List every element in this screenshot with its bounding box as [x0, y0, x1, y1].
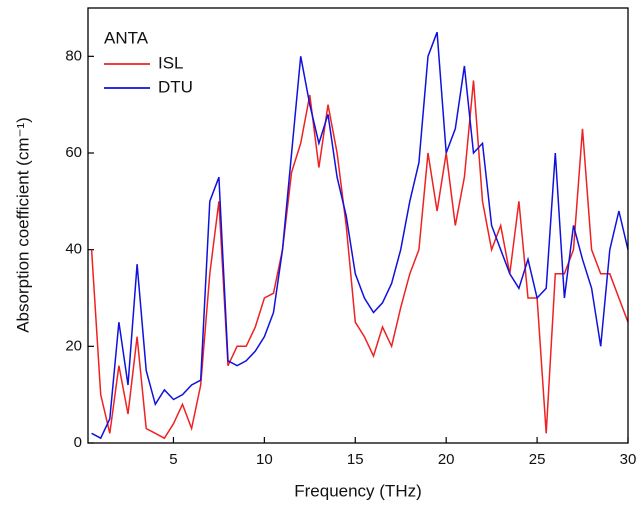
x-tick-label: 10 — [256, 451, 273, 468]
y-axis-label: Absorption coefficient (cm⁻¹) — [13, 117, 32, 333]
x-tick-label: 30 — [620, 451, 637, 468]
data-line — [91, 31, 629, 440]
legend-title: ANTA — [104, 28, 149, 47]
data-line — [90, 80, 629, 440]
x-tick-label: 25 — [529, 451, 546, 468]
y-tick-label: 20 — [65, 337, 82, 354]
legend-label: DTU — [158, 77, 193, 96]
x-tick-label: 20 — [438, 451, 455, 468]
y-tick-label: 80 — [65, 47, 82, 64]
x-tick-label: 15 — [347, 451, 364, 468]
x-axis-label: Frequency (THz) — [294, 481, 422, 500]
y-tick-label: 40 — [65, 241, 82, 258]
y-tick-label: 60 — [65, 144, 82, 161]
x-tick-label: 5 — [169, 451, 177, 468]
plot-frame — [87, 7, 629, 444]
y-tick-label: 0 — [74, 434, 82, 451]
legend-label: ISL — [158, 53, 184, 72]
